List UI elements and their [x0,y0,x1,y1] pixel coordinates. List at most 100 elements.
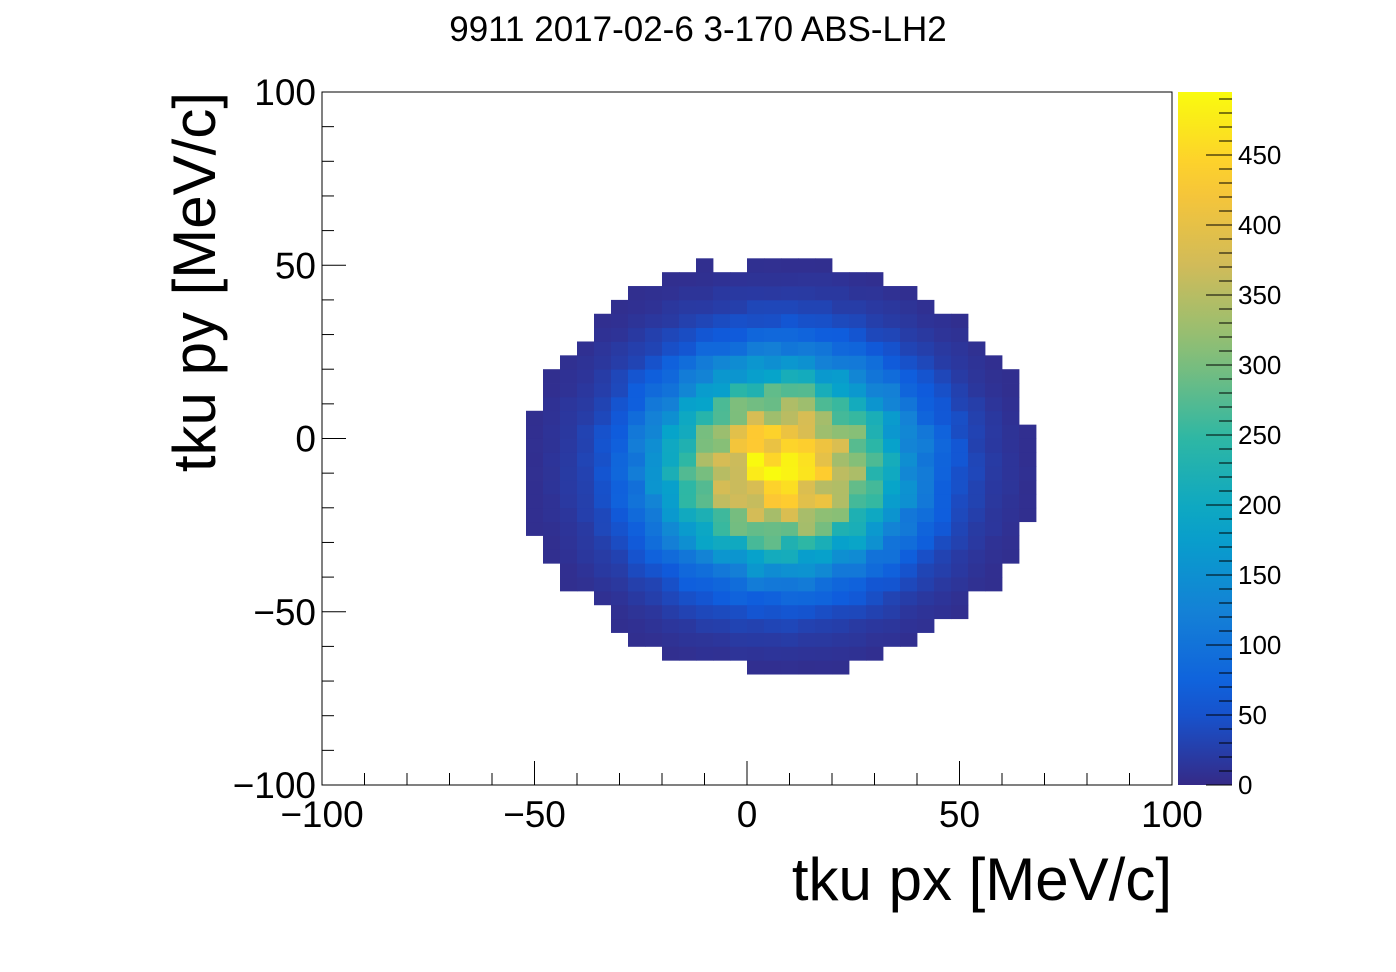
heatmap-bin [645,369,663,384]
heatmap-bin [900,355,918,370]
heatmap-bin [764,327,782,342]
heatmap-bin [747,452,765,467]
heatmap-bin [543,493,561,509]
heatmap-bin [713,480,731,495]
heatmap-bin [696,341,714,356]
heatmap-bin [611,563,629,578]
heatmap-bin [577,438,595,453]
heatmap-bin [934,563,952,578]
colorbar-tick-label: 200 [1238,490,1281,520]
heatmap-bin [849,396,867,412]
heatmap-bin [866,549,884,564]
heatmap-bin [917,424,935,439]
heatmap-bin [526,507,544,523]
heatmap-bin [696,577,714,592]
heatmap-bin [934,438,952,453]
heatmap-bin [866,493,884,509]
heatmap-bin [628,438,646,453]
heatmap-bin [883,604,901,620]
heatmap-bin [611,466,629,481]
heatmap-bin [985,493,1003,509]
heatmap-bin [849,646,867,661]
heatmap-bin [781,369,799,384]
heatmap-bin [730,410,748,426]
heatmap-bin [747,507,765,523]
heatmap-bin [764,590,782,606]
heatmap-bin [679,369,697,384]
heatmap-bin [934,549,952,564]
heatmap-bin [560,507,578,523]
heatmap-bin [849,549,867,564]
heatmap-bin [951,410,969,426]
heatmap-bin [781,410,799,426]
heatmap-bin [883,369,901,384]
heatmap-bin [679,507,697,523]
heatmap-bin [730,396,748,412]
heatmap-bin [696,521,714,536]
heatmap-bin [696,424,714,439]
heatmap-bin [798,507,816,523]
heatmap-bin [900,424,918,439]
heatmap-bin [526,438,544,453]
heatmap-bin [1002,438,1020,453]
heatmap-bin [951,563,969,578]
x-tick-label: 50 [939,794,980,835]
heatmap-bin [900,632,918,647]
heatmap-bin [747,369,765,384]
heatmap-bin [560,577,578,592]
heatmap-bin [594,341,612,356]
x-tick-label: −50 [503,794,566,835]
heatmap-bin [968,369,986,384]
heatmap-bin [662,452,680,467]
heatmap-bin [985,410,1003,426]
heatmap-bin [815,577,833,592]
heatmap-bin [543,521,561,536]
heatmap-bin [1019,507,1037,523]
heatmap-bin [1019,480,1037,495]
heatmap-bin [662,535,680,550]
heatmap-bin [577,507,595,523]
heatmap-bin [968,424,986,439]
heatmap-bin [849,535,867,550]
heatmap-bin [849,452,867,467]
heatmap-bin [917,604,935,620]
heatmap-bin [866,590,884,606]
heatmap-bin [832,272,850,287]
heatmap-bin [849,327,867,342]
heatmap-bin [577,480,595,495]
heatmap-bin [713,286,731,301]
heatmap-bin [747,480,765,495]
heatmap-bin [679,410,697,426]
heatmap-bin [713,466,731,481]
heatmap-bin [526,493,544,509]
heatmap-bin [543,383,561,398]
heatmap-bin [747,299,765,315]
heatmap-bin [815,590,833,606]
heatmap-bin [577,521,595,536]
heatmap-bin [611,313,629,329]
heatmap-bin [747,438,765,453]
heatmap-bin [577,383,595,398]
heatmap-bin [611,438,629,453]
heatmap-bin [560,493,578,509]
heatmap-bin [951,327,969,342]
heatmap-bin [679,521,697,536]
heatmap-bin [883,355,901,370]
heatmap-bin [594,535,612,550]
heatmap-bin [764,493,782,509]
heatmap-bin [764,618,782,633]
heatmap-bin [781,521,799,536]
heatmap-bin [815,355,833,370]
heatmap-bin [1019,452,1037,467]
heatmap-bin [883,327,901,342]
heatmap-bin [951,355,969,370]
heatmap-bin [628,286,646,301]
heatmap-bin [764,577,782,592]
heatmap-bin [713,646,731,661]
heatmap-bin [611,590,629,606]
heatmap-bin [645,299,663,315]
heatmap-bin [968,480,986,495]
heatmap-bin [849,383,867,398]
heatmap-bin [849,590,867,606]
heatmap-bin [543,507,561,523]
